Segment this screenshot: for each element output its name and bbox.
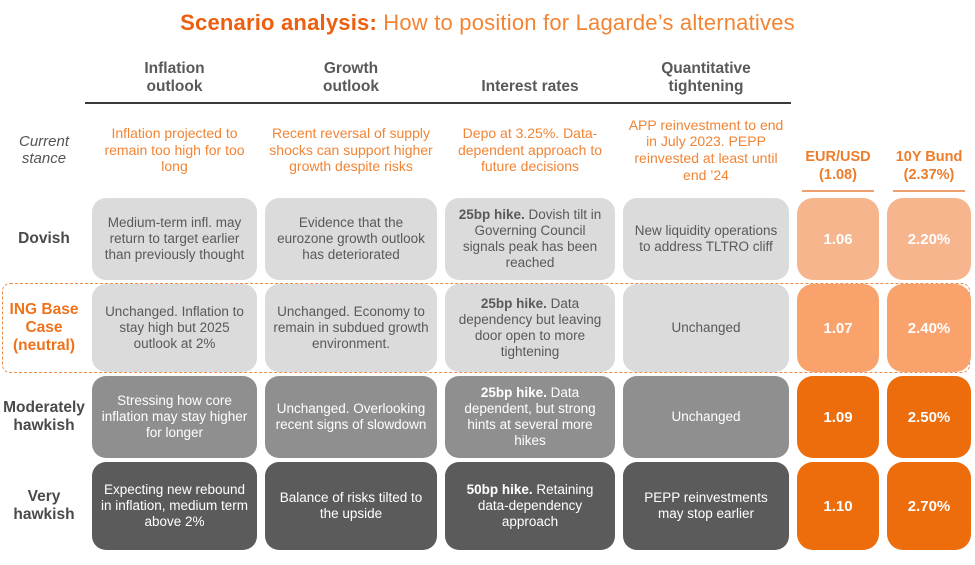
very-hawkish-growth-cell: Balance of risks tilted to the upside <box>265 462 437 550</box>
mod-hawkish-growth-cell: Unchanged. Overlooking recent signs of s… <box>265 376 437 458</box>
very-hawkish-inflation-cell: Expecting new rebound in inflation, medi… <box>92 462 257 550</box>
header-spacer <box>0 48 88 104</box>
mod-hawkish-rates-cell: 25bp hike. Data dependent, but strong hi… <box>445 376 615 458</box>
column-header-qt: Quantitative tightening <box>661 60 751 95</box>
header-separator-line <box>85 102 791 104</box>
dovish-bund-cell: 2.20% <box>887 198 971 280</box>
market-header-eurusd: EUR/USD (1.08) <box>793 104 883 196</box>
column-header-inflation: Inflation outlook <box>144 60 205 95</box>
title-lead: Scenario analysis: <box>180 10 377 35</box>
row-label-current-stance: Current stance <box>18 132 70 167</box>
row-label-moderately-hawkish: Moderately hawkish <box>3 399 85 434</box>
very-hawkish-qt-cell: PEPP reinvestments may stop earlier <box>623 462 789 550</box>
bund-underline <box>893 190 965 192</box>
mod-hawkish-inflation-cell: Stressing how core inflation may stay hi… <box>92 376 257 458</box>
mod-hawkish-eurusd-cell: 1.09 <box>797 376 879 458</box>
current-stance-qt: APP reinvestment to end in July 2023. PE… <box>628 116 784 183</box>
eurusd-underline <box>802 190 874 192</box>
title-rest: How to position for Lagarde’s alternativ… <box>376 10 795 35</box>
dovish-qt-cell: New liquidity operations to address TLTR… <box>623 198 789 280</box>
column-header-rates: Interest rates <box>481 77 579 95</box>
scenario-matrix: Inflation outlook Growth outlook Interes… <box>0 48 975 552</box>
header-spacer <box>883 48 975 104</box>
base-case-bund-cell: 2.40% <box>887 284 971 372</box>
dovish-rates-cell: 25bp hike. Dovish tilt in Governing Coun… <box>445 198 615 280</box>
mod-hawkish-bund-cell: 2.50% <box>887 376 971 458</box>
current-stance-rates: Depo at 3.25%. Data-dependent approach t… <box>457 125 602 175</box>
page-title: Scenario analysis: How to position for L… <box>0 10 975 36</box>
row-label-very-hawkish: Very hawkish <box>13 488 75 523</box>
mod-hawkish-qt-cell: Unchanged <box>623 376 789 458</box>
dovish-eurusd-cell: 1.06 <box>797 198 879 280</box>
very-hawkish-bund-cell: 2.70% <box>887 462 971 550</box>
market-header-bund: 10Y Bund (2.37%) <box>883 104 975 196</box>
dovish-inflation-cell: Medium-term infl. may return to target e… <box>92 198 257 280</box>
row-label-dovish: Dovish <box>18 230 70 248</box>
base-case-inflation-cell: Unchanged. Inflation to stay high but 20… <box>92 284 257 372</box>
column-header-growth: Growth outlook <box>323 60 379 95</box>
row-label-base-case: ING Base Case (neutral) <box>9 301 79 354</box>
base-case-rates-cell: 25bp hike. Data dependency but leaving d… <box>445 284 615 372</box>
base-case-eurusd-cell: 1.07 <box>797 284 879 372</box>
current-stance-inflation: Inflation projected to remain too high f… <box>104 125 245 175</box>
very-hawkish-eurusd-cell: 1.10 <box>797 462 879 550</box>
very-hawkish-rates-cell: 50bp hike. Retaining data-dependency app… <box>445 462 615 550</box>
base-case-qt-cell: Unchanged <box>623 284 789 372</box>
base-case-growth-cell: Unchanged. Economy to remain in subdued … <box>265 284 437 372</box>
current-stance-growth: Recent reversal of supply shocks can sup… <box>269 125 433 175</box>
header-spacer <box>793 48 883 104</box>
dovish-growth-cell: Evidence that the eurozone growth outloo… <box>265 198 437 280</box>
